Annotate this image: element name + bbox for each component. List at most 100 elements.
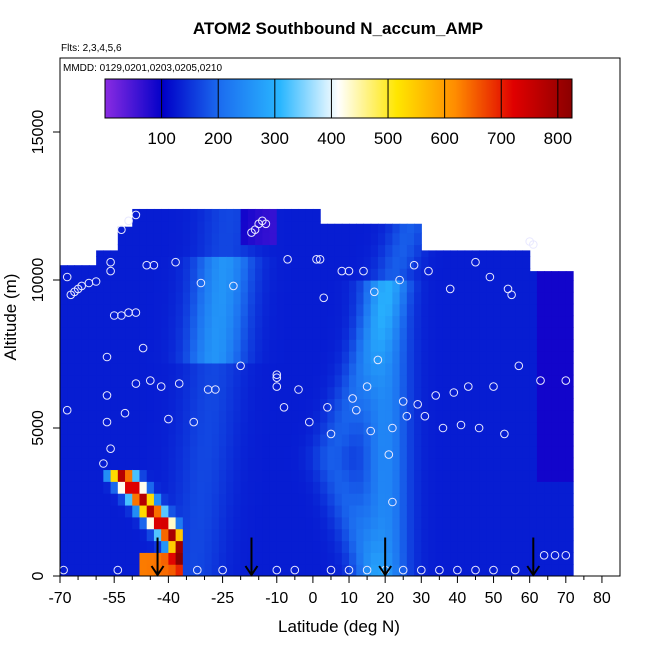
heatmap-cell [341, 469, 350, 482]
heatmap-cell [320, 268, 328, 281]
heatmap-cell [551, 433, 560, 447]
heatmap-cell [146, 398, 155, 411]
heatmap-cell [132, 410, 141, 423]
heatmap-cell [558, 493, 567, 506]
heatmap-cell [377, 232, 386, 246]
heatmap-cell [305, 469, 314, 482]
heatmap-cell [240, 398, 249, 411]
heatmap-cell [60, 410, 68, 423]
heatmap-cell [139, 481, 148, 494]
heatmap-cell [96, 481, 104, 494]
heatmap-cell [406, 398, 415, 411]
heatmap-cell [96, 256, 104, 269]
x-tick-label: 70 [557, 590, 575, 607]
heatmap-cell [125, 327, 133, 340]
heatmap-cell [349, 540, 357, 553]
heatmap-cell [88, 265, 97, 269]
heatmap-cell [479, 362, 487, 376]
heatmap-cell [471, 291, 480, 305]
heatmap-cell [60, 469, 68, 482]
heatmap-cell [312, 540, 321, 553]
heatmap-cell [110, 481, 119, 494]
heatmap-cell [544, 457, 552, 471]
heatmap-cell [370, 268, 379, 281]
heatmap-cell [363, 315, 372, 328]
heatmap-cell [471, 564, 480, 576]
heatmap-cell [182, 481, 191, 494]
heatmap-cell [269, 481, 278, 494]
heatmap-cell [392, 552, 401, 565]
heatmap-cell [182, 552, 191, 565]
heatmap-cell [276, 493, 285, 506]
heatmap-cell [341, 280, 350, 293]
heatmap-cell [500, 540, 509, 553]
heatmap-cell [334, 339, 343, 352]
heatmap-cell [291, 339, 300, 352]
heatmap-cell [544, 493, 552, 506]
heatmap-cell [96, 291, 104, 305]
heatmap-cell [197, 493, 206, 506]
heatmap-cell [312, 445, 321, 459]
heatmap-cell [139, 540, 148, 553]
heatmap-cell [284, 351, 292, 364]
heatmap-cell [67, 504, 76, 518]
heatmap-cell [117, 339, 126, 352]
heatmap-cell [262, 552, 271, 565]
heatmap-cell [406, 223, 415, 234]
heatmap-cell [276, 552, 285, 565]
heatmap-cell [471, 327, 480, 340]
colorbar-ticks: 100 200 300 400 500 600 700 800 [147, 79, 572, 148]
heatmap-cell [161, 303, 169, 317]
heatmap-cell [298, 327, 307, 340]
heatmap-cell [363, 327, 372, 340]
heatmap-cell [125, 469, 133, 482]
heatmap-cell [320, 552, 328, 565]
heatmap-cell [262, 504, 271, 518]
heatmap-cell [291, 256, 300, 269]
heatmap-cell [558, 504, 567, 518]
heatmap-cell [544, 469, 552, 482]
heatmap-cell [74, 265, 83, 269]
heatmap-cell [117, 362, 126, 376]
heatmap-cell [190, 374, 198, 388]
heatmap-cell [291, 291, 300, 305]
heatmap-cell [399, 223, 408, 234]
heatmap-cell [464, 457, 473, 471]
heatmap-cell [103, 552, 112, 565]
heatmap-cell [392, 244, 401, 257]
heatmap-cell [218, 564, 227, 576]
heatmap-cell [544, 271, 552, 281]
heatmap-cell [464, 528, 473, 542]
heatmap-cell [363, 552, 372, 565]
heatmap-cell [233, 422, 242, 435]
heatmap-cell [356, 327, 365, 340]
flights-label: Flts: 2,3,4,5,6 [61, 43, 122, 54]
heatmap-cell [81, 374, 90, 388]
heatmap-cell [168, 362, 177, 376]
heatmap-cell [435, 351, 444, 364]
heatmap-cell [486, 433, 495, 447]
heatmap-cell [363, 244, 372, 257]
heatmap-cell [211, 362, 220, 376]
heatmap-cell [414, 457, 422, 471]
heatmap-cell [414, 232, 422, 246]
heatmap-cell [399, 315, 408, 328]
heatmap-cell [536, 351, 545, 364]
heatmap-cell [486, 516, 495, 530]
heatmap-cell [392, 398, 401, 411]
heatmap-cell [255, 469, 263, 482]
heatmap-cell [305, 220, 314, 234]
heatmap-cell [327, 469, 336, 482]
heatmap-cell [125, 291, 133, 305]
heatmap-cell [132, 232, 141, 246]
heatmap-cell [334, 552, 343, 565]
heatmap-cell [255, 481, 263, 494]
heatmap-cell [435, 256, 444, 269]
heatmap-cell [255, 504, 263, 518]
sample-point [474, 423, 484, 433]
heatmap-cell [327, 552, 336, 565]
heatmap-cell [414, 504, 422, 518]
heatmap-cell [291, 422, 300, 435]
heatmap-cell [428, 256, 437, 269]
heatmap-cell [153, 386, 162, 399]
